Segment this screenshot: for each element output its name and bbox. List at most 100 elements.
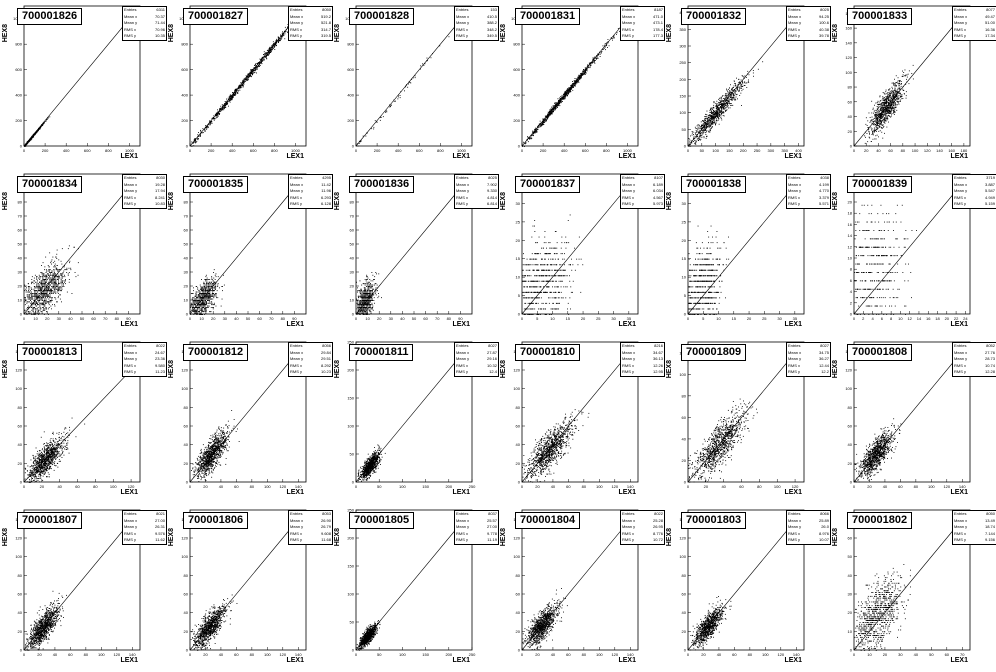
data-point: [877, 121, 879, 122]
data-point: [26, 312, 28, 314]
data-point: [707, 118, 708, 120]
y-tick-label: 600: [15, 67, 22, 72]
data-point: [239, 86, 241, 88]
data-point: [727, 105, 729, 107]
data-point: [581, 74, 583, 75]
data-point: [574, 85, 576, 87]
data-point: [237, 90, 239, 92]
data-point: [897, 80, 899, 82]
data-point: [61, 290, 62, 292]
data-point: [880, 122, 881, 124]
data-point: [54, 304, 55, 306]
data-point: [882, 127, 883, 129]
data-point: [884, 100, 886, 101]
data-point: [557, 105, 559, 107]
data-point: [897, 88, 899, 90]
data-point: [716, 112, 718, 114]
data-point: [890, 93, 892, 95]
data-point: [203, 129, 205, 130]
data-point: [390, 105, 392, 106]
data-point: [247, 74, 249, 76]
data-point: [38, 293, 40, 294]
data-point: [31, 137, 32, 139]
data-point: [731, 94, 733, 96]
data-point: [724, 107, 726, 109]
data-point: [222, 107, 224, 109]
data-point: [230, 97, 232, 99]
data-point: [894, 106, 896, 108]
data-point: [746, 82, 748, 84]
data-point: [714, 114, 716, 115]
data-point: [872, 133, 874, 135]
data-point: [712, 122, 713, 124]
data-point: [725, 95, 727, 97]
y-tick-label: 150: [679, 94, 686, 99]
data-point: [590, 65, 591, 66]
data-point: [224, 108, 225, 110]
data-point: [46, 288, 48, 290]
data-point: [726, 89, 728, 91]
data-point: [711, 118, 713, 120]
data-point: [735, 85, 737, 87]
data-point: [707, 126, 708, 128]
data-point: [555, 107, 557, 109]
data-point: [39, 309, 41, 311]
data-point: [883, 102, 885, 103]
data-point: [281, 36, 283, 38]
data-point: [192, 142, 194, 144]
data-point: [893, 102, 895, 104]
data-point: [720, 96, 722, 98]
data-point: [263, 54, 265, 56]
data-point: [231, 95, 233, 97]
data-point: [875, 102, 877, 104]
data-point: [708, 115, 710, 117]
data-point: [439, 45, 441, 47]
data-point: [894, 91, 896, 93]
data-point: [55, 293, 57, 294]
data-point: [545, 120, 547, 122]
data-point: [892, 100, 893, 102]
data-point: [871, 112, 873, 114]
stats-row: RMS y 39.78: [787, 33, 830, 40]
data-point: [262, 60, 264, 62]
data-point: [268, 49, 270, 51]
data-point: [247, 76, 249, 78]
data-point: [728, 101, 729, 102]
data-point: [44, 286, 46, 287]
data-point: [205, 128, 207, 130]
stats-label: Mean y: [788, 20, 801, 27]
data-point: [882, 105, 883, 106]
data-point: [881, 104, 882, 106]
data-point: [54, 284, 55, 286]
data-point: [44, 281, 46, 283]
data-point: [876, 118, 878, 120]
data-point: [710, 115, 711, 117]
data-point: [274, 44, 275, 46]
data-point: [704, 122, 706, 123]
data-point: [257, 62, 259, 64]
data-point: [543, 119, 545, 121]
data-point: [549, 115, 550, 117]
y-axis-label: HEX8: [168, 24, 175, 42]
data-point: [883, 126, 884, 128]
data-point: [586, 67, 588, 69]
data-point: [893, 111, 895, 113]
data-point: [549, 113, 551, 114]
data-point: [592, 57, 594, 59]
data-point: [883, 100, 884, 102]
data-point: [213, 118, 214, 119]
data-point: [541, 124, 543, 126]
data-point: [34, 297, 36, 299]
data-point: [549, 112, 551, 114]
data-point: [373, 128, 375, 130]
data-point: [694, 137, 696, 139]
data-point: [34, 287, 36, 289]
data-point: [713, 101, 715, 102]
data-point: [42, 279, 44, 280]
data-point: [226, 103, 228, 104]
data-point: [710, 124, 712, 125]
data-point: [272, 46, 273, 48]
stats-value: 8077: [986, 7, 995, 14]
data-point: [39, 295, 41, 297]
data-point: [216, 112, 217, 114]
